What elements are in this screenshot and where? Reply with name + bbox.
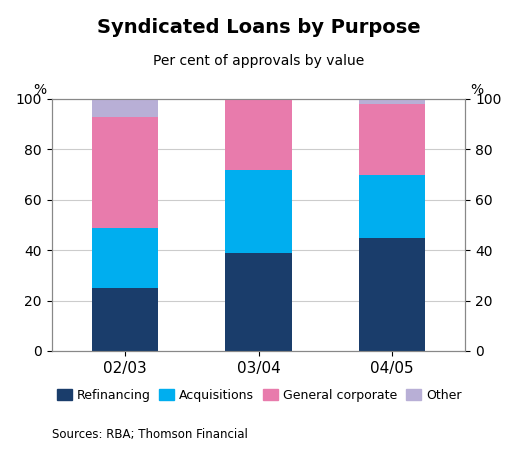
Bar	[92, 228, 158, 288]
Bar	[359, 104, 425, 175]
Text: Syndicated Loans by Purpose: Syndicated Loans by Purpose	[97, 18, 420, 37]
Legend: Refinancing, Acquisitions, General corporate, Other: Refinancing, Acquisitions, General corpo…	[52, 384, 466, 407]
Text: Per cent of approvals by value: Per cent of approvals by value	[153, 54, 364, 68]
Bar	[92, 117, 158, 228]
Bar	[225, 253, 292, 351]
Bar	[225, 170, 292, 253]
Bar	[359, 238, 425, 351]
Text: %: %	[34, 83, 47, 97]
Bar	[92, 99, 158, 117]
Text: Sources: RBA; Thomson Financial: Sources: RBA; Thomson Financial	[52, 428, 248, 441]
Bar	[359, 175, 425, 238]
Bar	[359, 99, 425, 104]
Bar	[225, 99, 292, 170]
Bar	[92, 288, 158, 351]
Text: %: %	[470, 83, 483, 97]
